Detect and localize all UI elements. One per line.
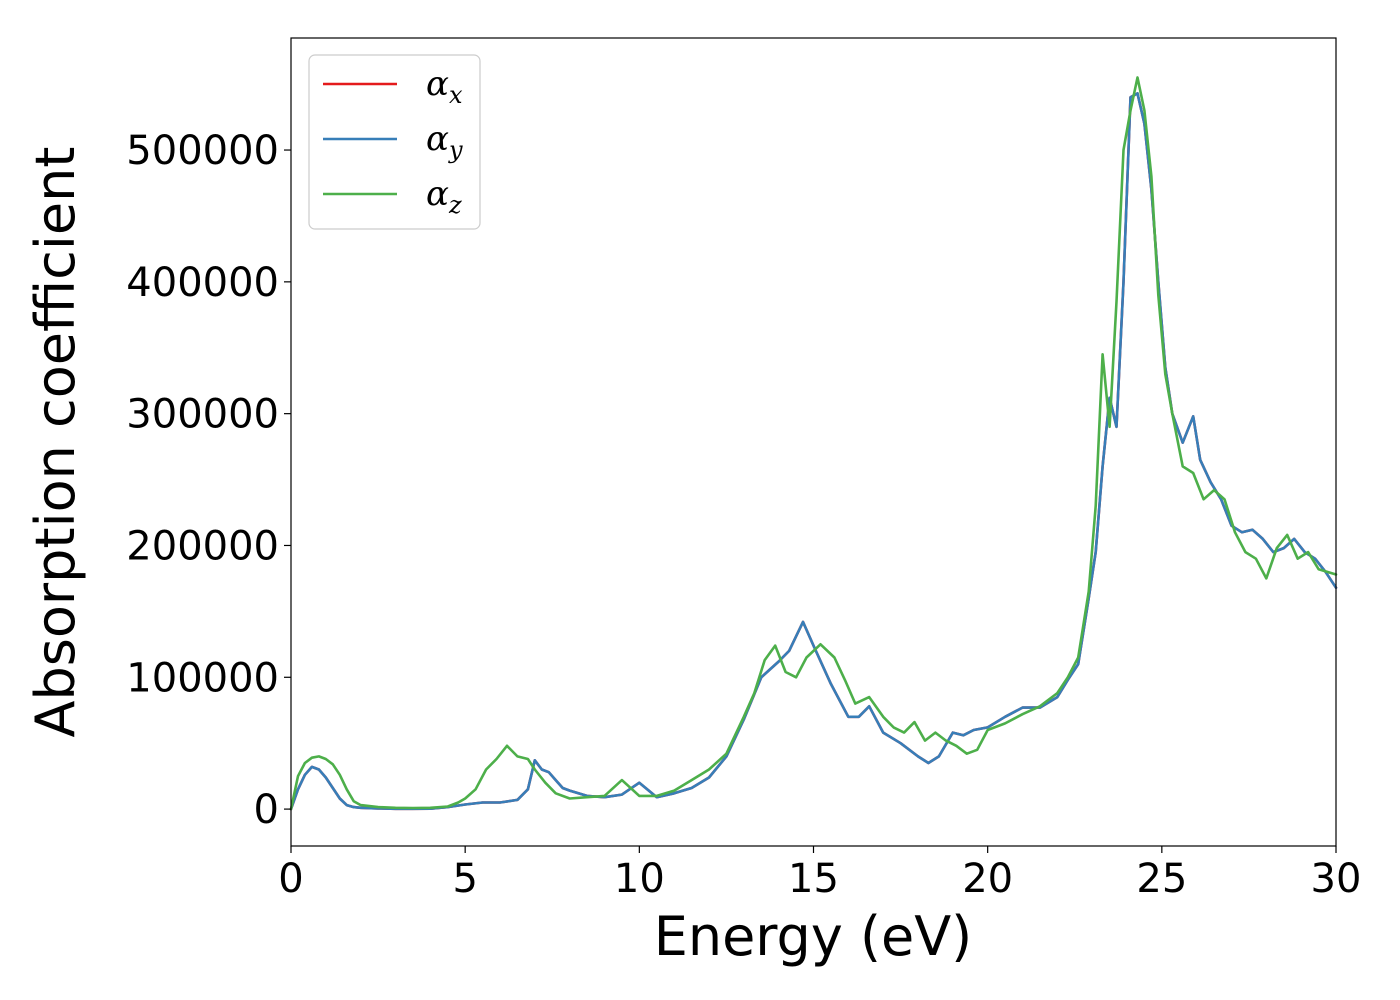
x-axis-title: Energy (eV): [654, 905, 973, 968]
series-line-z: [289, 76, 1338, 811]
x-tick-label: 15: [788, 856, 839, 902]
x-tick-label: 10: [614, 856, 665, 902]
legend-box: [308, 54, 481, 230]
y-axis: 0 100000 200000 300000 400000 500000: [126, 128, 291, 833]
x-tick-label: 5: [452, 856, 477, 902]
legend: αx αy αz: [308, 54, 481, 230]
legend-label-z: αz: [426, 174, 462, 219]
y-tick-label: 500000: [126, 128, 279, 174]
y-tick-label: 200000: [126, 523, 279, 569]
y-tick-label: 100000: [126, 655, 279, 701]
y-tick-label: 400000: [126, 260, 279, 306]
x-tick-label: 30: [1311, 856, 1362, 902]
x-tick-label: 25: [1136, 856, 1187, 902]
legend-label-y: αy: [426, 119, 463, 164]
y-tick-label: 0: [254, 787, 279, 833]
x-tick-label: 20: [962, 856, 1013, 902]
series-layer: [289, 76, 1338, 811]
x-axis: 0 5 10 15 20 25 30: [278, 846, 1361, 902]
y-axis-title: Absorption coefficient: [24, 147, 87, 738]
y-tick-label: 300000: [126, 392, 279, 438]
legend-label-x: αx: [426, 64, 463, 109]
x-tick-label: 0: [278, 856, 303, 902]
